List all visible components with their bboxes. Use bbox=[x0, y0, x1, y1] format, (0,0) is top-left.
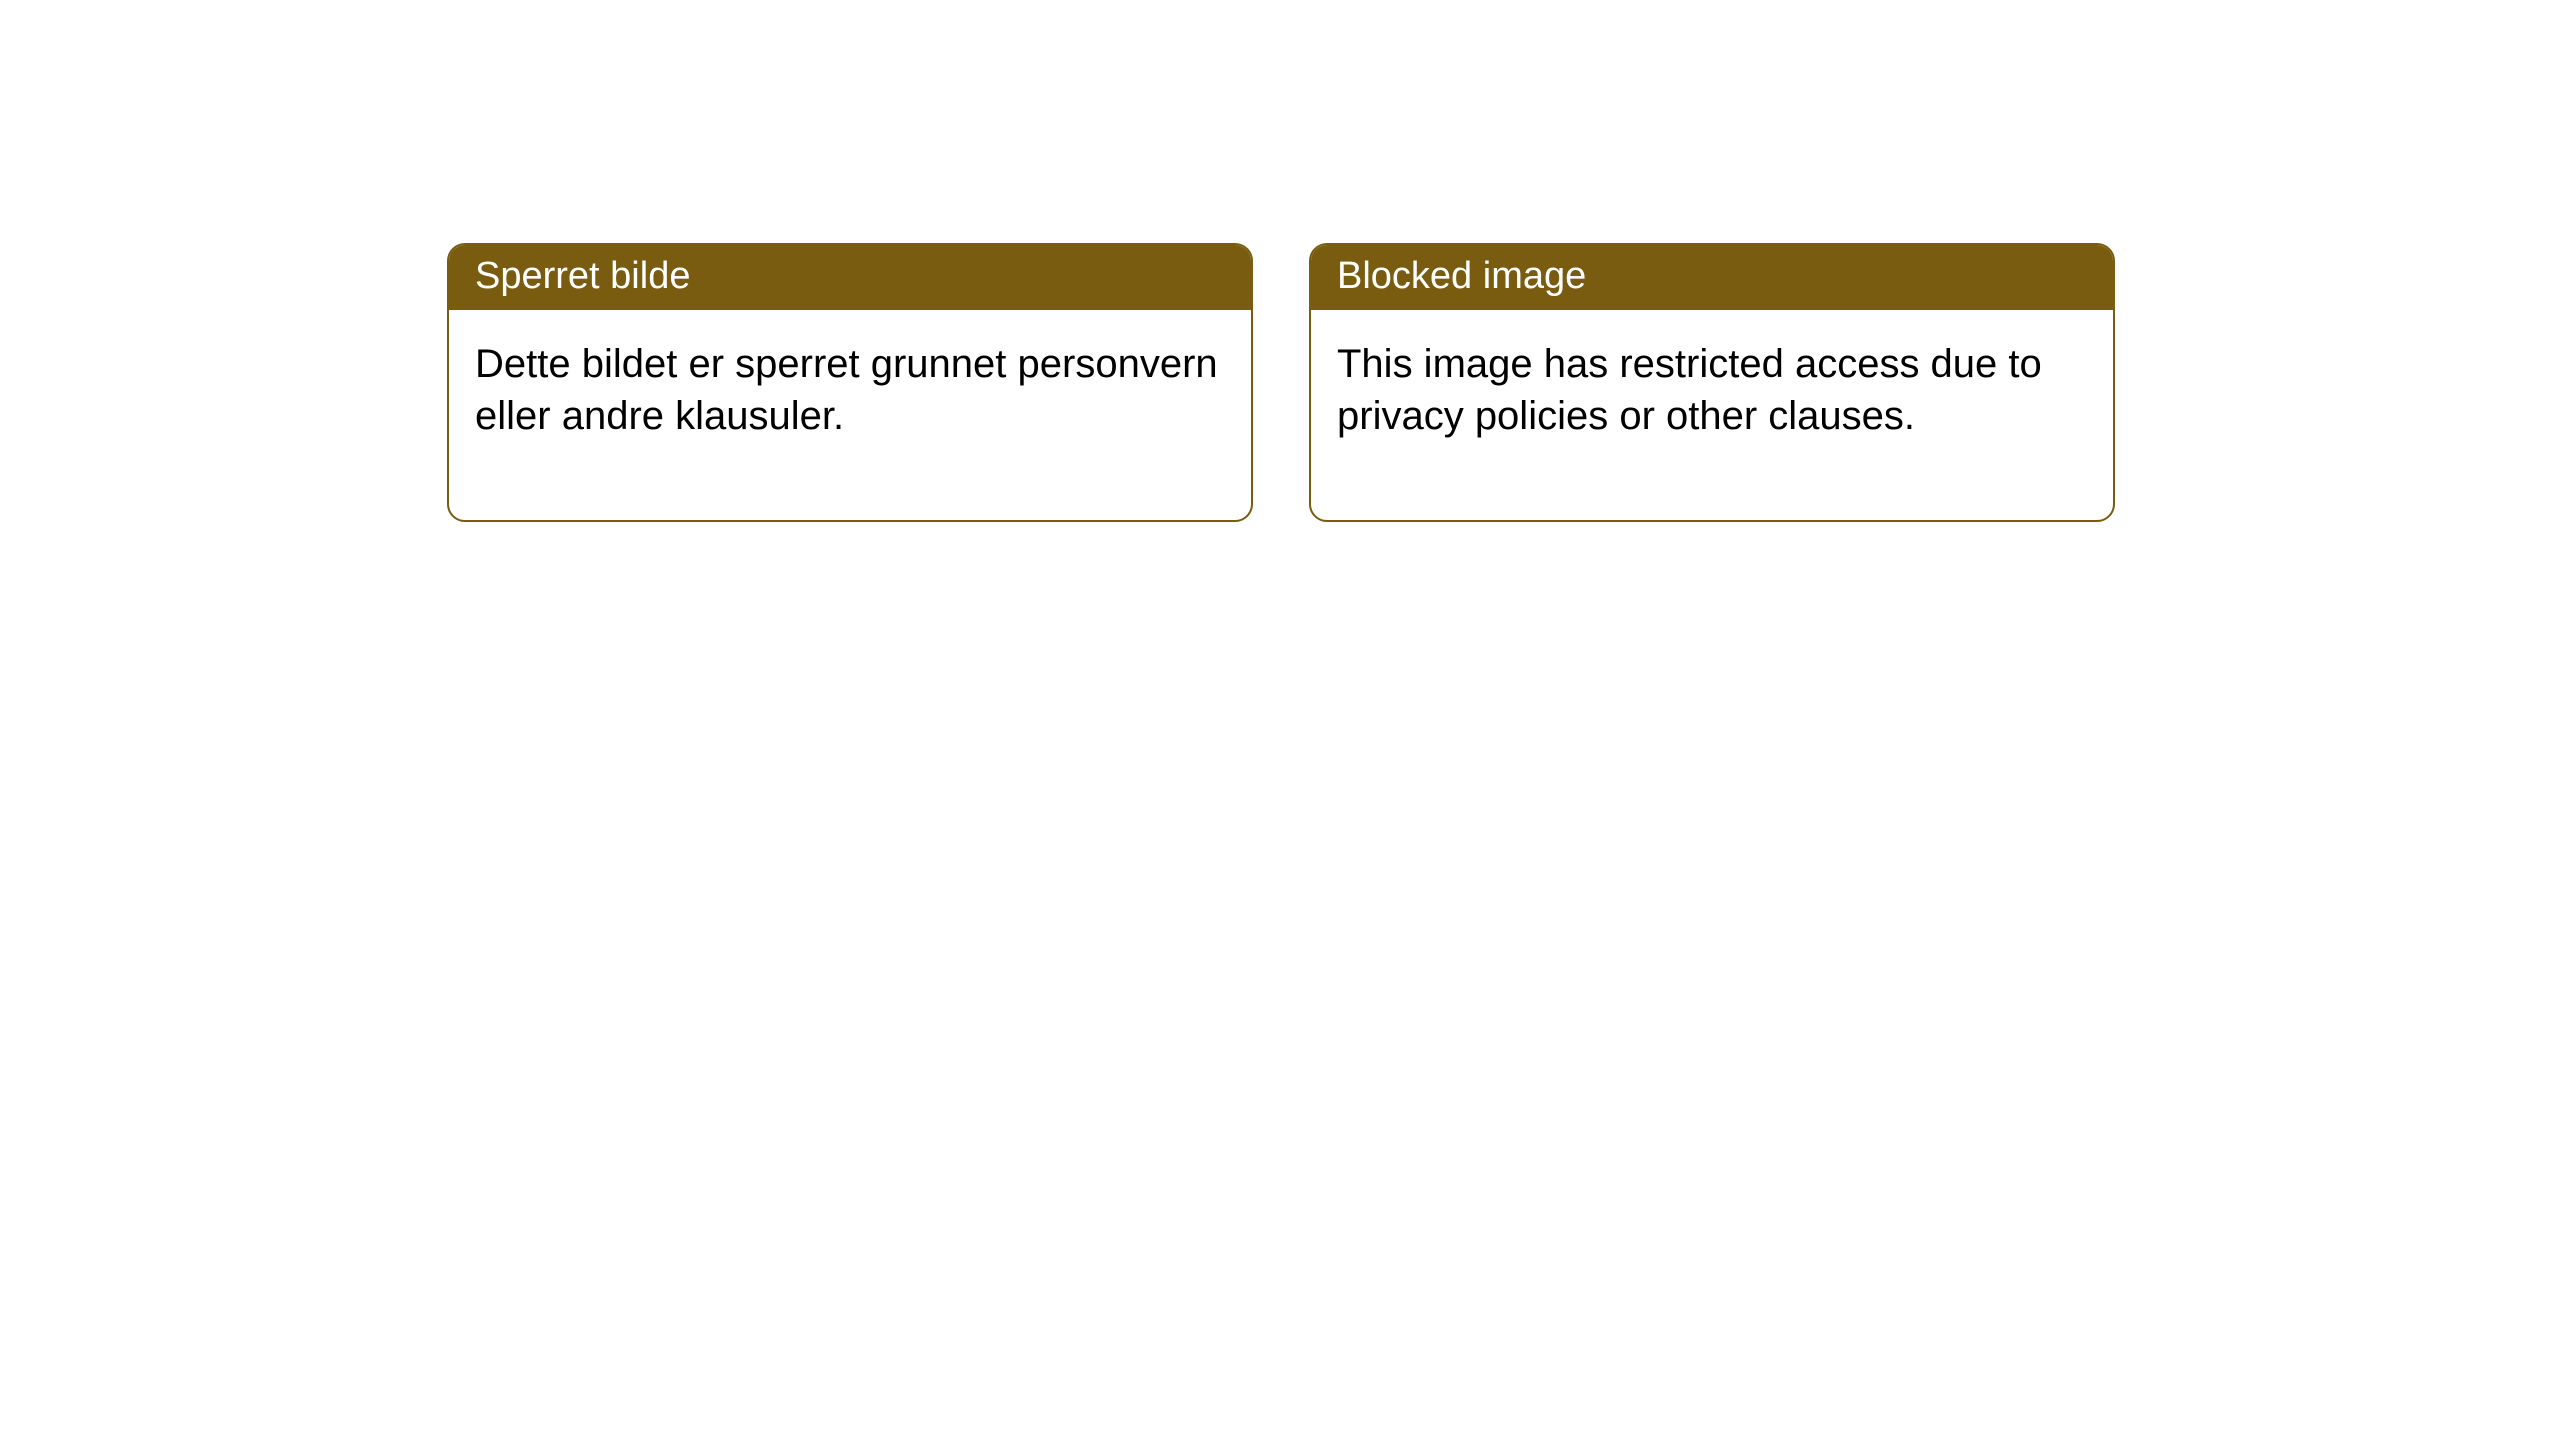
notice-title: Blocked image bbox=[1337, 255, 1586, 297]
notice-card-english: Blocked image This image has restricted … bbox=[1309, 243, 2115, 522]
notice-message: This image has restricted access due to … bbox=[1337, 342, 2042, 438]
notice-card-norwegian: Sperret bilde Dette bildet er sperret gr… bbox=[447, 243, 1253, 522]
notice-body: Dette bildet er sperret grunnet personve… bbox=[449, 310, 1251, 520]
notice-container: Sperret bilde Dette bildet er sperret gr… bbox=[447, 243, 2115, 522]
notice-body: This image has restricted access due to … bbox=[1311, 310, 2113, 520]
notice-header: Blocked image bbox=[1311, 245, 2113, 310]
notice-header: Sperret bilde bbox=[449, 245, 1251, 310]
notice-message: Dette bildet er sperret grunnet personve… bbox=[475, 342, 1218, 438]
notice-title: Sperret bilde bbox=[475, 255, 690, 297]
